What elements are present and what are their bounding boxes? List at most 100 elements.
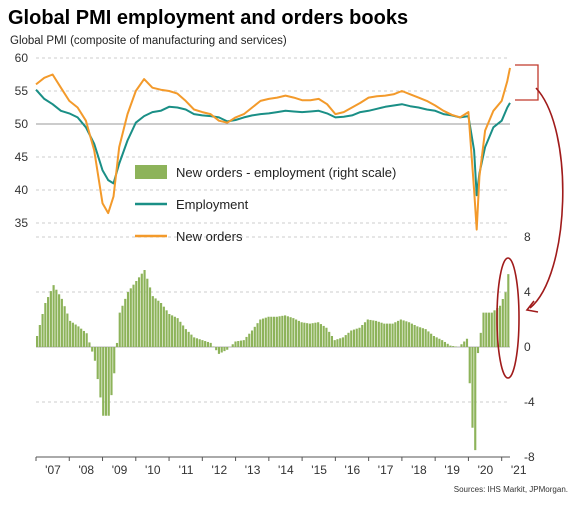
bar	[399, 319, 402, 347]
bar	[256, 323, 259, 347]
bar	[96, 347, 99, 380]
bar	[264, 317, 267, 347]
bar	[430, 333, 433, 347]
bar	[66, 313, 69, 347]
bar	[443, 341, 447, 347]
bar	[306, 323, 309, 347]
bar	[126, 292, 130, 347]
bar	[209, 342, 212, 348]
bar	[168, 314, 171, 347]
bar	[146, 278, 149, 347]
bar	[245, 336, 248, 347]
bar	[140, 273, 143, 347]
bar	[339, 338, 342, 347]
bar	[286, 316, 289, 347]
bar	[330, 336, 334, 347]
x-axis-tick-label: '08	[78, 463, 94, 477]
bar	[410, 323, 413, 347]
bar	[173, 316, 176, 347]
bar	[325, 327, 328, 347]
bar	[421, 328, 424, 347]
bar	[270, 316, 273, 347]
bar	[82, 330, 85, 347]
right-axis-tick-label: -4	[524, 395, 535, 409]
pmi-lines	[35, 67, 511, 231]
bar	[314, 322, 317, 347]
bar	[69, 320, 72, 348]
bar	[110, 347, 113, 396]
bar	[223, 347, 226, 352]
x-axis-tick-label: '14	[278, 463, 294, 477]
left-axis-tick-label: 50	[15, 117, 29, 131]
bar	[388, 323, 391, 348]
bar	[295, 319, 298, 347]
bar	[77, 326, 80, 348]
bar	[157, 300, 160, 347]
bar	[281, 315, 284, 347]
bar	[237, 341, 240, 347]
bar	[273, 316, 276, 347]
bar	[284, 315, 287, 348]
bar	[333, 340, 336, 348]
bar	[47, 297, 50, 347]
bar	[363, 322, 367, 347]
x-axis-tick-label: '10	[145, 463, 161, 477]
grid-lines	[36, 57, 510, 458]
bar	[352, 329, 356, 347]
x-axis-tick-label: '09	[112, 463, 128, 477]
legend-label-employment: Employment	[176, 197, 249, 212]
x-axis-tick-label: '21	[511, 463, 527, 477]
bar	[85, 333, 88, 347]
bar	[99, 347, 102, 398]
bar	[507, 274, 510, 348]
bar	[259, 319, 262, 347]
bar	[182, 325, 185, 347]
bar	[217, 347, 221, 354]
left-axis-tick-label: 35	[15, 216, 29, 230]
right-axis-tick-label: -8	[524, 450, 535, 464]
bar	[143, 270, 146, 347]
bar	[198, 339, 201, 347]
bar	[63, 306, 66, 347]
x-axis-tick-label: '18	[411, 463, 427, 477]
bar	[267, 316, 270, 347]
bar	[372, 320, 375, 347]
bar	[206, 341, 210, 347]
bar	[275, 316, 278, 347]
bar	[408, 322, 411, 347]
x-axis-tick-label: '07	[45, 463, 61, 477]
bar	[49, 291, 52, 347]
bar	[41, 314, 44, 347]
bar	[394, 322, 397, 347]
bar	[463, 341, 466, 347]
bar	[250, 330, 254, 347]
bar	[498, 305, 502, 347]
bar	[468, 347, 471, 384]
x-axis-tick-label: '11	[179, 463, 194, 477]
bar	[380, 322, 383, 347]
bar	[308, 323, 311, 348]
legend-label-new-orders: New orders	[176, 229, 243, 244]
bar	[220, 347, 223, 353]
bar	[405, 321, 408, 347]
annotation-arrow	[529, 87, 564, 309]
bar	[476, 347, 480, 354]
bar	[102, 347, 105, 416]
bar	[317, 322, 320, 347]
bar	[193, 337, 196, 348]
bar	[204, 341, 207, 347]
bar	[151, 296, 154, 348]
bar	[344, 335, 347, 347]
bar	[239, 340, 243, 347]
bar	[413, 325, 416, 347]
bar	[369, 319, 372, 347]
bar	[91, 347, 94, 352]
legend: New orders - employment (right scale) Em…	[135, 165, 396, 244]
bar	[474, 347, 477, 451]
left-axis-tick-label: 45	[15, 150, 29, 164]
bar	[231, 344, 234, 347]
right-axis-tick-label: 8	[524, 230, 531, 244]
bar	[487, 312, 491, 348]
right-axis-tick-label: 0	[524, 340, 531, 354]
